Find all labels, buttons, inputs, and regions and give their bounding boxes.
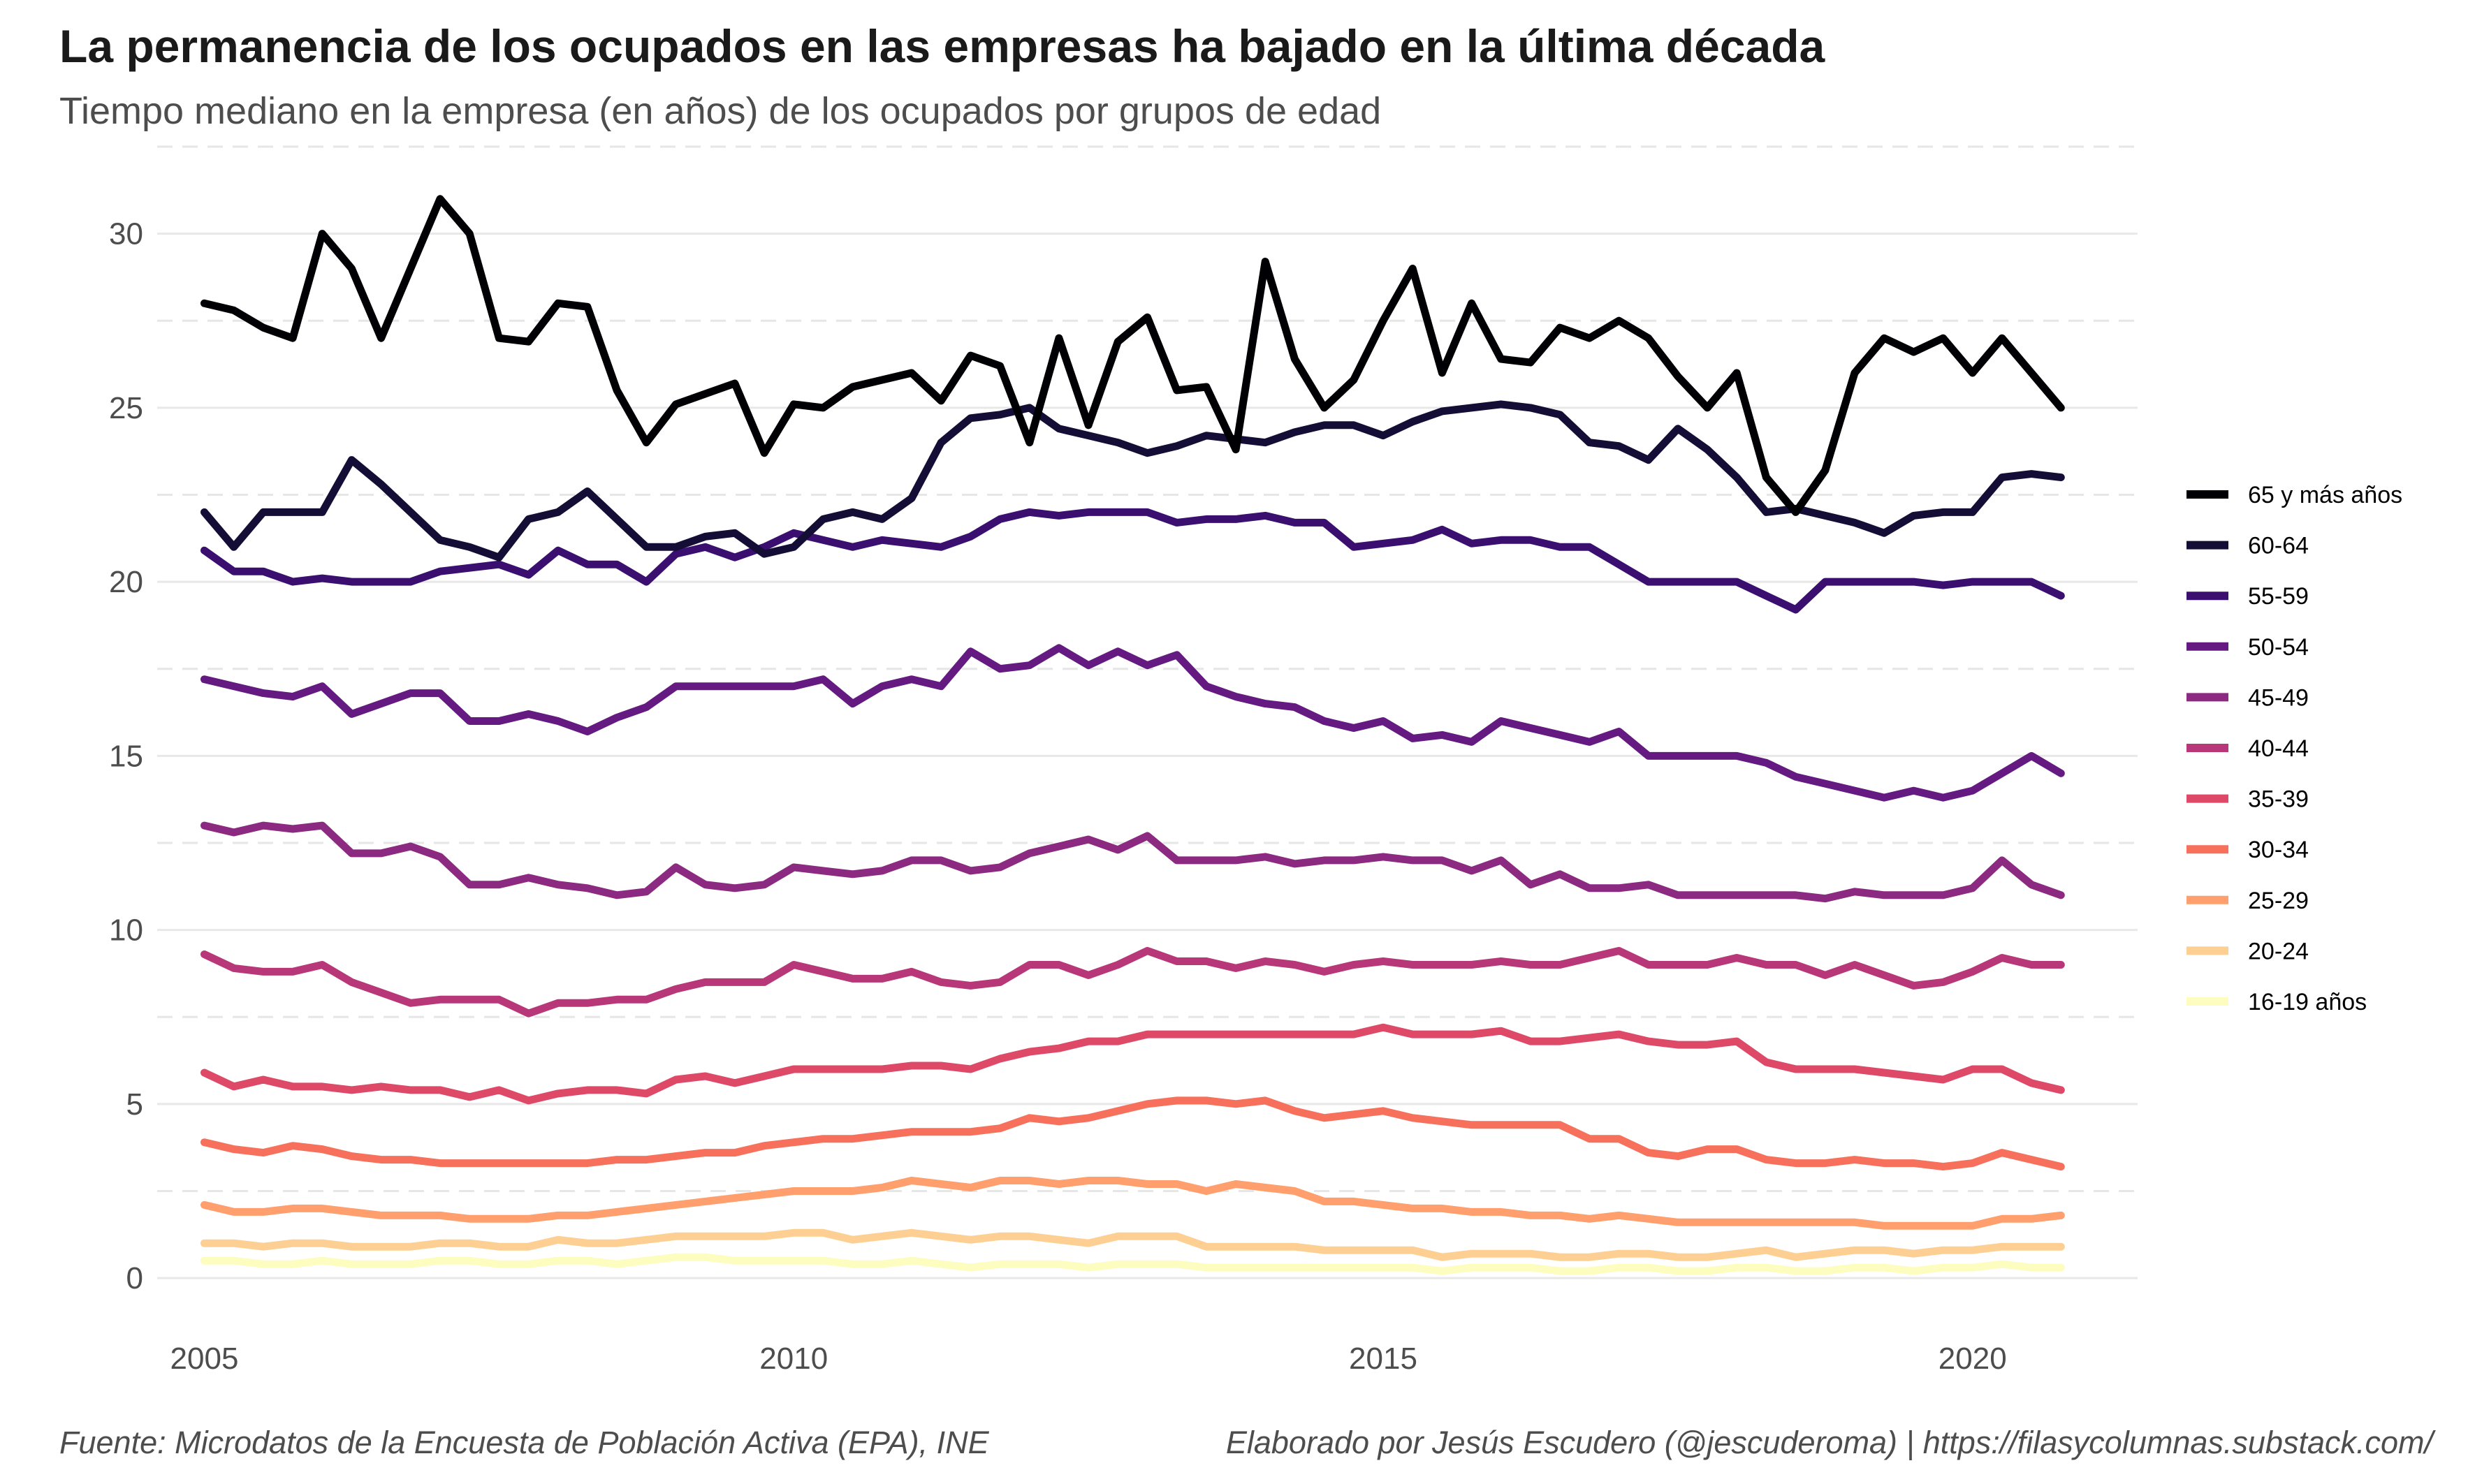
legend-item: 25-29	[2186, 888, 2309, 914]
y-tick-label: 30	[109, 217, 143, 251]
legend-label: 35-39	[2248, 786, 2309, 813]
series-lines	[200, 195, 2065, 1275]
legend-item: 35-39	[2186, 786, 2309, 813]
series-line-50-54	[200, 644, 2065, 802]
series-line-35-39	[200, 1023, 2065, 1105]
y-axis-ticks: 0 5 10 15 20 25 30	[109, 217, 143, 1295]
legend-item: 40-44	[2186, 735, 2309, 762]
x-tick-label: 2010	[759, 1342, 828, 1376]
y-tick-label: 10	[109, 913, 143, 948]
legend-label: 65 y más años	[2248, 482, 2402, 508]
series-line-30-34	[200, 1096, 2065, 1171]
legend-label: 20-24	[2248, 938, 2309, 964]
series-line-20-24	[200, 1228, 2065, 1261]
chart-title: La permanencia de los ocupados en las em…	[59, 20, 1825, 72]
y-tick-label: 5	[126, 1087, 143, 1122]
legend-item: 55-59	[2186, 583, 2309, 610]
legend-item: 50-54	[2186, 634, 2309, 661]
legend-label: 25-29	[2248, 888, 2309, 914]
y-tick-label: 15	[109, 739, 143, 773]
legend-label: 50-54	[2248, 634, 2309, 661]
series-line-25-29	[200, 1177, 2065, 1230]
legend-item: 30-34	[2186, 837, 2309, 863]
legend-label: 60-64	[2248, 533, 2309, 559]
source-note: Fuente: Microdatos de la Encuesta de Pob…	[59, 1425, 989, 1460]
x-tick-label: 2020	[1939, 1342, 2007, 1376]
series-line-16-19-años	[200, 1253, 2065, 1275]
credit-note: Elaborado por Jesús Escudero (@jescudero…	[1225, 1425, 2433, 1460]
legend-item: 16-19 años	[2186, 989, 2367, 1015]
legend-item: 20-24	[2186, 938, 2309, 964]
legend-item: 45-49	[2186, 684, 2309, 711]
x-tick-label: 2005	[170, 1342, 239, 1376]
legend-item: 65 y más años	[2186, 482, 2402, 508]
series-line-40-44	[200, 947, 2065, 1018]
series-line-55-59	[200, 508, 2065, 614]
y-tick-label: 20	[109, 565, 143, 599]
legend-label: 40-44	[2248, 735, 2309, 762]
legend-item: 60-64	[2186, 533, 2309, 559]
chart-subtitle: Tiempo mediano en la empresa (en años) d…	[59, 90, 1382, 132]
legend-label: 55-59	[2248, 583, 2309, 610]
y-tick-label: 0	[126, 1261, 143, 1295]
y-tick-label: 25	[109, 391, 143, 425]
x-tick-label: 2015	[1349, 1342, 1417, 1376]
legend-label: 30-34	[2248, 837, 2309, 863]
series-line-65-y-más-años	[200, 195, 2065, 516]
series-line-45-49	[200, 821, 2065, 903]
x-axis-ticks: 2005 2010 2015 2020	[170, 1342, 2007, 1376]
series-line-60-64	[200, 400, 2065, 561]
legend: 65 y más años 60-64 55-59 50-54 45-49 40-44 35…	[2186, 482, 2402, 1015]
legend-label: 45-49	[2248, 684, 2309, 711]
legend-label: 16-19 años	[2248, 989, 2367, 1015]
